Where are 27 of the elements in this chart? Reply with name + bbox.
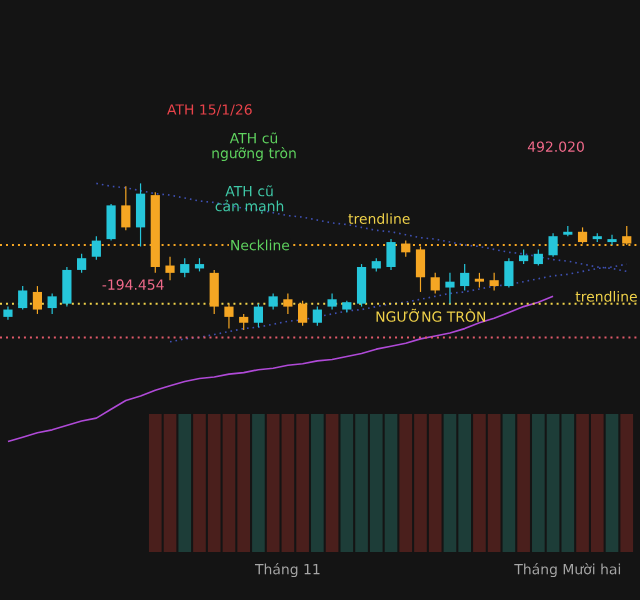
candlestick [489,272,499,292]
candlestick [460,263,470,292]
candlestick [504,257,514,289]
candlestick [312,306,322,327]
candlestick [165,256,175,281]
candlestick [548,232,558,258]
candlestick [607,234,617,246]
candlestick [180,257,190,278]
candlestick [77,253,87,274]
candlestick [91,235,101,261]
candlestick [445,272,455,305]
candlestick [386,238,396,271]
candlestick [47,292,57,315]
candlestick [209,269,219,315]
candlestick [135,182,146,248]
candlestick [327,292,337,311]
candlestick [253,303,264,328]
candlestick [356,263,367,308]
candlestick [430,272,440,295]
candlestick [106,203,116,242]
candlestick [32,285,43,315]
candlestick [18,285,28,311]
candlestick [283,292,293,315]
candlestick [298,300,308,327]
candlestick [224,303,234,330]
candlestick [121,185,131,231]
candlestick [62,266,72,308]
